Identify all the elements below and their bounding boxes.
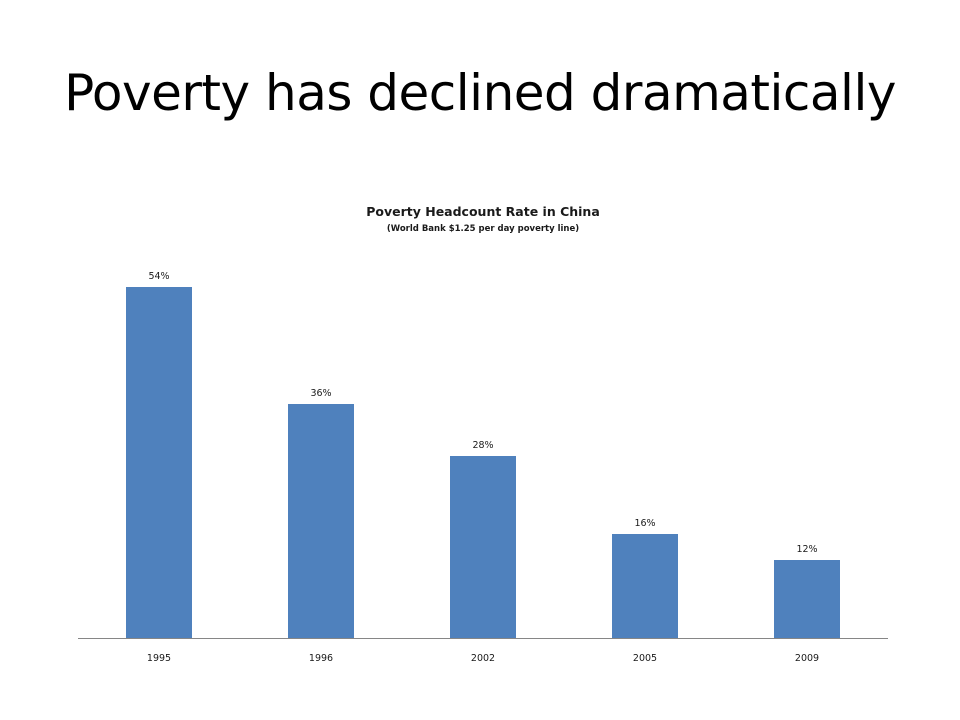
data-label-1996: 36%: [310, 388, 331, 399]
x-tick-label-2002: 2002: [471, 653, 495, 664]
bars-layer: [126, 287, 840, 638]
slide-title: Poverty has declined dramatically: [64, 64, 896, 122]
data-label-2002: 28%: [472, 440, 493, 451]
bar-2009: [774, 560, 840, 638]
data-label-1995: 54%: [148, 271, 169, 282]
x-tick-labels-layer: 1995 1996 2002 2005 2009: [147, 653, 819, 664]
bar-1996: [288, 404, 354, 638]
data-label-2005: 16%: [634, 518, 655, 529]
data-label-2009: 12%: [796, 544, 817, 555]
x-tick-label-1995: 1995: [147, 653, 171, 664]
x-tick-label-2005: 2005: [633, 653, 657, 664]
bar-1995: [126, 287, 192, 638]
data-labels-layer: 54% 36% 28% 16% 12%: [148, 271, 817, 555]
bar-2002: [450, 456, 516, 638]
x-tick-label-1996: 1996: [309, 653, 333, 664]
bar-2005: [612, 534, 678, 638]
chart-title: Poverty Headcount Rate in China: [366, 204, 600, 219]
chart-subtitle: (World Bank $1.25 per day poverty line): [387, 224, 579, 234]
x-tick-label-2009: 2009: [795, 653, 819, 664]
